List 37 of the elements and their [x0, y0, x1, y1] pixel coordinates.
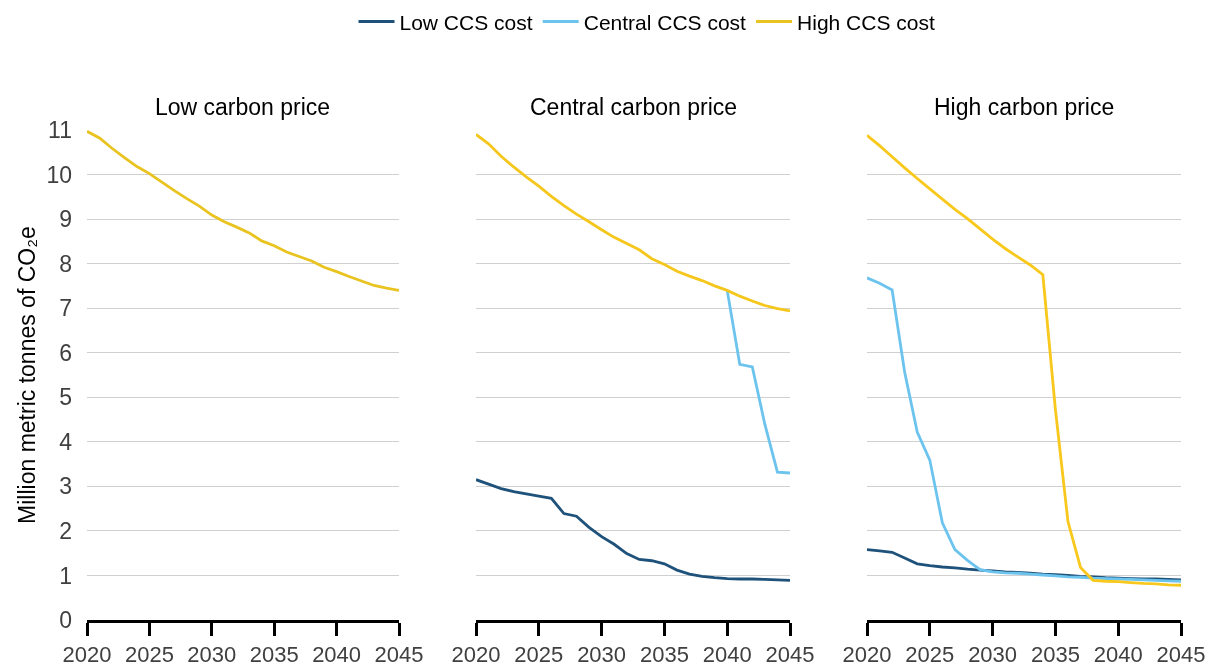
y-tick-label: 0: [59, 607, 72, 634]
y-tick-label: 1: [59, 562, 72, 589]
x-tick-label: 2040: [312, 642, 362, 668]
x-tick-label: 2025: [514, 642, 564, 668]
y-tick-label: 10: [46, 161, 72, 188]
y-tick-label: 7: [59, 295, 72, 322]
chart-title: Low carbon price: [155, 94, 331, 120]
x-tick-label: 2030: [187, 642, 237, 668]
y-tick-label: 5: [59, 384, 72, 411]
y-axis-title: Million metric tonnes of CO₂e: [13, 226, 40, 524]
x-tick-label: 2020: [62, 642, 112, 668]
y-tick-label: 8: [59, 250, 72, 277]
y-tick-label: 3: [59, 473, 72, 500]
x-tick-label: 2045: [374, 642, 424, 668]
legend-label: Central CCS cost: [583, 10, 747, 34]
chart-title: High carbon price: [934, 94, 1115, 120]
x-tick-label: 2035: [1030, 642, 1080, 668]
x-tick-label: 2030: [577, 642, 627, 668]
x-tick-label: 2035: [639, 642, 689, 668]
y-tick-label: 2: [59, 517, 72, 544]
x-tick-label: 2035: [249, 642, 299, 668]
y-tick-label: 9: [59, 206, 72, 233]
y-tick-label: 4: [59, 428, 73, 455]
x-tick-label: 2045: [765, 642, 815, 668]
legend-label: High CCS cost: [797, 10, 935, 34]
x-tick-label: 2025: [124, 642, 174, 668]
y-tick-label: 6: [59, 339, 72, 366]
x-tick-label: 2040: [1093, 642, 1143, 668]
chart-title: Central carbon price: [530, 94, 738, 120]
y-tick-label: 11: [48, 117, 72, 144]
x-tick-label: 2020: [842, 642, 892, 668]
x-tick-label: 2020: [451, 642, 501, 668]
x-tick-label: 2025: [905, 642, 955, 668]
x-tick-label: 2040: [702, 642, 752, 668]
x-tick-label: 2030: [968, 642, 1018, 668]
x-tick-label: 2045: [1156, 642, 1206, 668]
legend-label: Low CCS cost: [399, 10, 533, 34]
